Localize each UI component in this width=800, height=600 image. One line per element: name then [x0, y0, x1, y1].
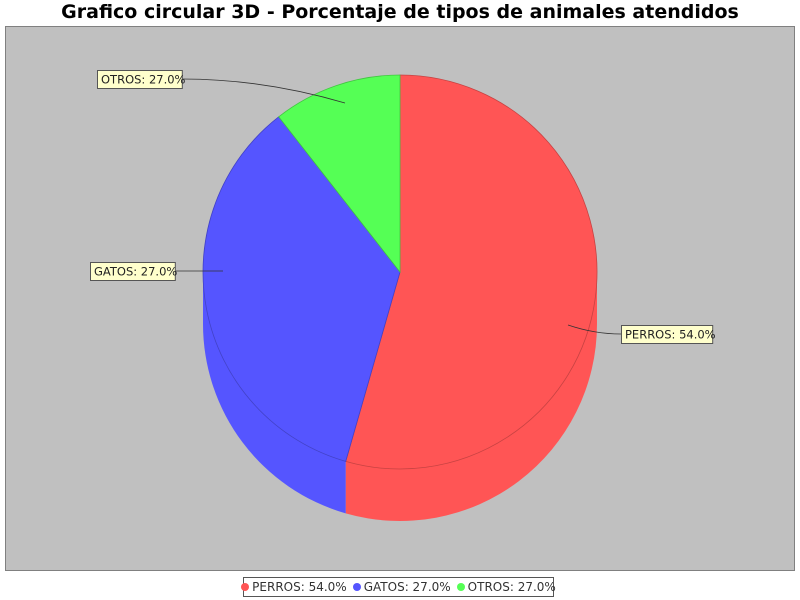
- leader-line-otros: [181, 78, 346, 104]
- label-text-otros: OTROS: 27.0%: [101, 73, 186, 87]
- legend-dot-gatos: [352, 583, 361, 591]
- label-text-gatos: GATOS: 27.0%: [94, 265, 177, 279]
- label-text-perros: PERROS: 54.0%: [625, 328, 716, 342]
- legend-dot-perros: [241, 583, 250, 591]
- legend-item-perros: PERROS: 54.0%: [241, 580, 347, 594]
- slice-otros: [278, 74, 401, 274]
- label-box-gatos: [90, 262, 176, 281]
- leader-line-perros: [567, 324, 622, 335]
- pie-group: [202, 74, 598, 521]
- chart-title: Grafico circular 3D - Porcentaje de tipo…: [61, 1, 739, 23]
- legend-dot-otros: [456, 583, 465, 591]
- slice-labels: PERROS: 54.0% GATOS: 27.0% OTROS: 27.0%: [90, 70, 716, 344]
- slice-side-perros: [345, 272, 597, 521]
- legend-item-gatos: GATOS: 27.0%: [352, 580, 451, 594]
- slice-gatos: [202, 116, 401, 462]
- legend-label-gatos: GATOS: 27.0%: [363, 580, 451, 594]
- legend: PERROS: 54.0% GATOS: 27.0% OTROS: 27.0%: [241, 577, 556, 597]
- legend-label-perros: PERROS: 54.0%: [252, 580, 347, 594]
- legend-item-otros: OTROS: 27.0%: [456, 580, 556, 594]
- label-box-perros: [621, 325, 714, 344]
- slice-perros: [345, 74, 598, 470]
- slice-side-gatos: [203, 272, 346, 514]
- legend-label-otros: OTROS: 27.0%: [467, 580, 556, 594]
- label-box-otros: [97, 70, 183, 89]
